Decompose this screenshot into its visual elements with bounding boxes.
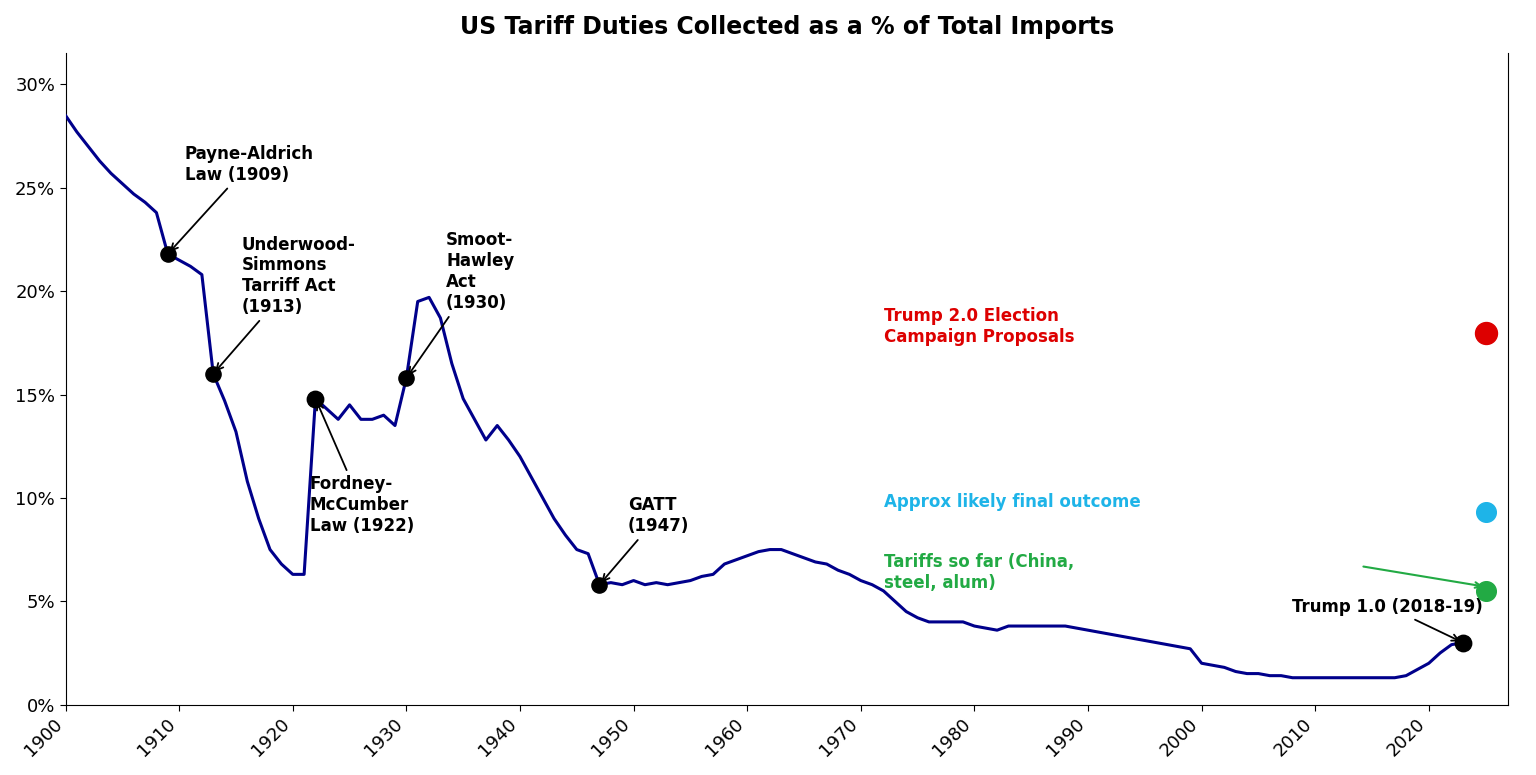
Title: US Tariff Duties Collected as a % of Total Imports: US Tariff Duties Collected as a % of Tot… [459,15,1114,39]
Text: Fordney-
McCumber
Law (1922): Fordney- McCumber Law (1922) [310,403,415,535]
Point [155,248,180,260]
Text: Trump 1.0 (2018-19): Trump 1.0 (2018-19) [1292,598,1484,641]
Point [201,367,226,380]
Text: Approx likely final outcome: Approx likely final outcome [883,493,1140,511]
Point [1450,636,1475,649]
Text: Trump 2.0 Election
Campaign Proposals: Trump 2.0 Election Campaign Proposals [883,307,1074,346]
Point [1473,326,1498,339]
Point [587,578,611,591]
Point [303,392,327,405]
Text: Tariffs so far (China,
steel, alum): Tariffs so far (China, steel, alum) [883,553,1074,591]
Point [1473,506,1498,518]
Text: Payne-Aldrich
Law (1909): Payne-Aldrich Law (1909) [170,145,313,250]
Text: Underwood-
Simmons
Tarriff Act
(1913): Underwood- Simmons Tarriff Act (1913) [217,236,355,370]
Text: Smoot-
Hawley
Act
(1930): Smoot- Hawley Act (1930) [409,232,515,374]
Point [1473,584,1498,597]
Text: GATT
(1947): GATT (1947) [602,496,690,581]
Point [395,372,419,384]
